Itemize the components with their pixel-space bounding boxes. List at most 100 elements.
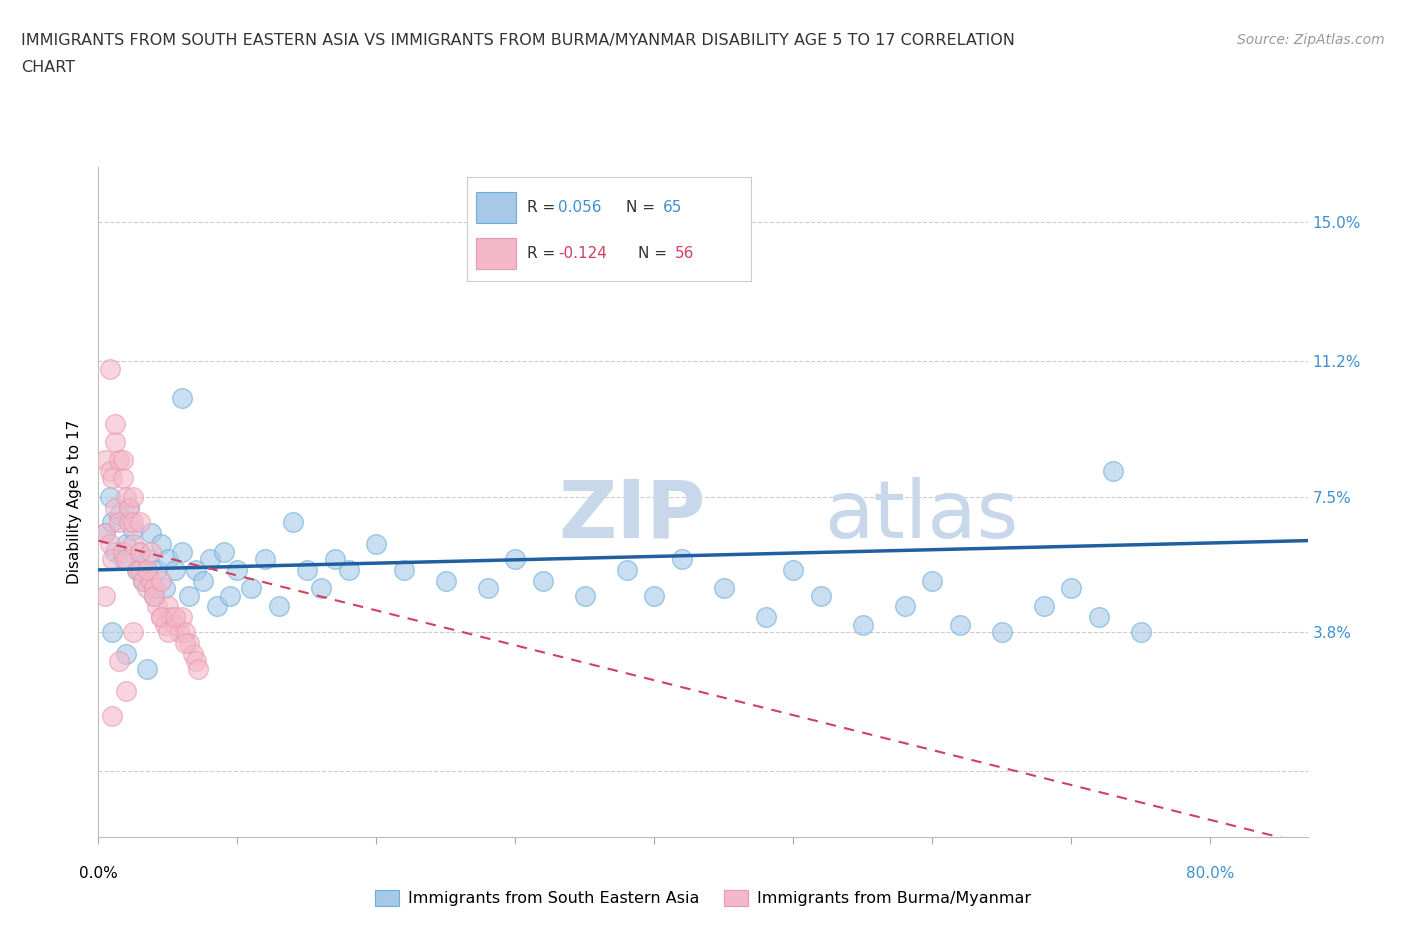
Point (149, 610, 172, 625)
Point (505, 551, 527, 566)
Point (101, 551, 124, 566)
Point (643, 588, 665, 603)
Point (337, 563, 360, 578)
Point (108, 654, 131, 669)
Point (156, 551, 179, 566)
Point (170, 544, 193, 559)
Legend: Immigrants from South Eastern Asia, Immigrants from Burma/Myanmar: Immigrants from South Eastern Asia, Immi… (368, 884, 1038, 912)
Point (163, 563, 186, 578)
Point (112, 551, 135, 566)
Point (163, 610, 186, 625)
Point (254, 551, 277, 566)
Point (98, 361, 121, 376)
Point (281, 515, 304, 530)
Point (149, 610, 172, 625)
Point (132, 574, 155, 589)
Point (136, 580, 159, 595)
Point (112, 471, 135, 485)
Point (170, 391, 193, 405)
Text: atlas: atlas (824, 476, 1018, 554)
Point (115, 551, 138, 566)
Point (163, 618, 186, 632)
Point (143, 588, 166, 603)
Point (115, 537, 138, 551)
Point (112, 453, 135, 468)
Point (191, 574, 214, 589)
Point (156, 625, 179, 640)
Point (104, 500, 127, 515)
Point (173, 625, 195, 640)
Point (98, 489, 121, 504)
Point (187, 661, 209, 676)
Point (219, 588, 242, 603)
Text: CHART: CHART (21, 60, 75, 75)
Point (167, 625, 190, 640)
Point (122, 625, 145, 640)
Point (1129, 625, 1152, 640)
Point (531, 574, 554, 589)
Point (94, 525, 117, 540)
Point (141, 574, 163, 589)
Point (143, 588, 166, 603)
Point (754, 610, 776, 625)
Point (136, 551, 159, 566)
Point (893, 599, 915, 614)
Point (181, 646, 204, 661)
Point (129, 544, 152, 559)
Point (108, 453, 131, 468)
Text: Source: ZipAtlas.com: Source: ZipAtlas.com (1237, 33, 1385, 46)
Point (108, 515, 131, 530)
Text: 80.0%: 80.0% (1187, 866, 1234, 882)
Text: IMMIGRANTS FROM SOUTH EASTERN ASIA VS IMMIGRANTS FROM BURMA/MYANMAR DISABILITY A: IMMIGRANTS FROM SOUTH EASTERN ASIA VS IM… (21, 33, 1015, 47)
Point (115, 489, 138, 504)
Point (127, 563, 149, 578)
Point (104, 544, 127, 559)
Point (269, 599, 291, 614)
Point (94, 525, 117, 540)
Point (323, 551, 346, 566)
Point (141, 544, 163, 559)
Point (177, 588, 200, 603)
Point (101, 515, 124, 530)
Point (713, 580, 735, 595)
Point (132, 574, 155, 589)
Point (146, 563, 169, 578)
Text: ZIP: ZIP (558, 476, 706, 554)
Point (184, 654, 207, 669)
Point (1088, 610, 1111, 625)
Point (149, 537, 172, 551)
Point (136, 661, 159, 676)
Point (295, 563, 318, 578)
Point (118, 500, 141, 515)
Point (127, 563, 149, 578)
Point (101, 709, 124, 724)
Point (156, 599, 179, 614)
Point (477, 580, 499, 595)
Point (810, 588, 832, 603)
Point (240, 580, 263, 595)
Text: 0.0%: 0.0% (79, 866, 118, 882)
Point (122, 515, 145, 530)
Point (198, 551, 221, 566)
Point (153, 580, 176, 595)
Point (991, 625, 1014, 640)
Point (177, 635, 200, 650)
Point (122, 489, 145, 504)
Point (852, 618, 875, 632)
Point (118, 515, 141, 530)
Point (98, 464, 121, 479)
Y-axis label: Disability Age 5 to 17: Disability Age 5 to 17 (67, 420, 83, 584)
Point (118, 500, 141, 515)
Point (129, 544, 152, 559)
Point (173, 635, 195, 650)
Point (1102, 464, 1125, 479)
Point (146, 599, 169, 614)
Point (170, 610, 193, 625)
Point (101, 625, 124, 640)
Point (108, 508, 131, 523)
Point (143, 580, 166, 595)
Point (205, 599, 228, 614)
Point (98, 537, 121, 551)
Point (122, 537, 145, 551)
Point (101, 471, 124, 485)
